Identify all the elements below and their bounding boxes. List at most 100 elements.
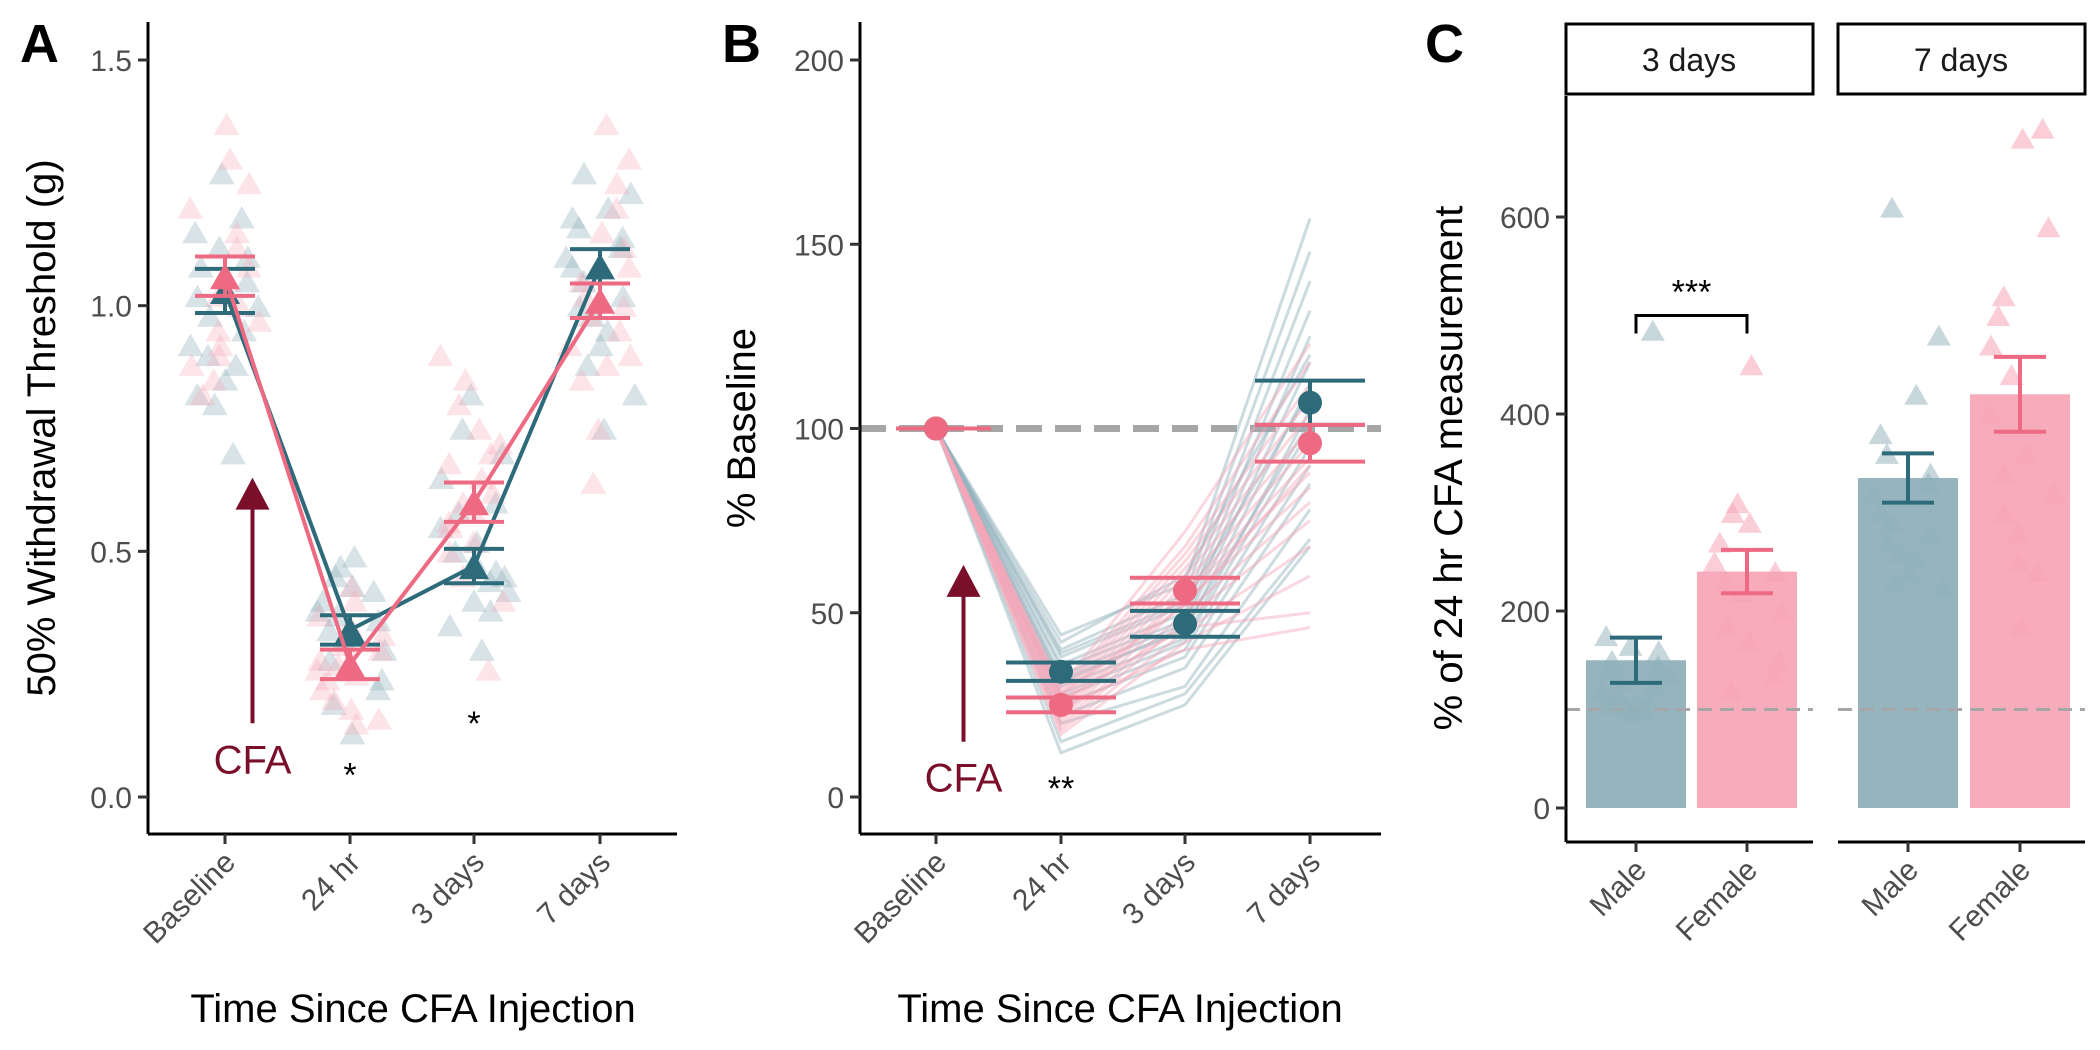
male-point	[457, 382, 484, 406]
male-point	[590, 417, 617, 440]
male-point	[339, 721, 366, 745]
y-tick-label: 1.5	[90, 45, 132, 78]
male-individual-line	[934, 427, 1312, 744]
male-point	[436, 613, 463, 637]
female-mean-marker	[459, 489, 489, 516]
male-point	[187, 255, 214, 278]
female-point	[1714, 571, 1739, 592]
male-point	[495, 579, 522, 602]
cfa-label: CFA	[925, 757, 1003, 801]
male-point	[371, 638, 398, 661]
panel-a-y-axis-title: 50% Withdrawal Threshold (g)	[20, 159, 64, 696]
male-point	[477, 598, 504, 622]
female-point	[320, 687, 347, 711]
male-point	[341, 544, 368, 568]
significance-label: *	[343, 756, 356, 794]
facet-strip-label-3-days: 3 days	[1642, 42, 1736, 78]
female-point	[236, 171, 263, 195]
panel-b-x-ticks: Baseline 24 hr 3 days 7 days	[848, 834, 1327, 950]
female-point	[594, 353, 621, 376]
male-point	[1926, 324, 1951, 346]
female-point	[1991, 285, 2016, 307]
male-point	[587, 333, 614, 357]
panel-letter-b: B	[722, 14, 761, 74]
male-mean-marker	[459, 553, 489, 580]
x-tick-label: 24 hr	[295, 846, 367, 918]
female-point	[446, 392, 473, 416]
male-mean-marker	[1049, 659, 1073, 684]
male-point	[449, 417, 476, 440]
male-point	[322, 564, 349, 588]
female-point	[343, 711, 370, 735]
female-point	[206, 343, 233, 367]
female-point	[2014, 442, 2039, 464]
male-individual-line	[934, 354, 1312, 645]
female-point	[2006, 521, 2031, 543]
female-individual-line	[934, 383, 1312, 697]
panel-a-y-ticks: 0.0 0.5 1.0 1.5	[90, 45, 148, 815]
male-point	[621, 382, 648, 406]
male-point	[316, 618, 343, 642]
female-point	[580, 471, 607, 494]
female-point	[611, 235, 638, 259]
male-point	[1589, 679, 1614, 701]
male-individual-line	[934, 427, 1312, 726]
male-point	[182, 220, 209, 244]
y-tick-label: 400	[1500, 399, 1550, 432]
female-point	[235, 255, 262, 278]
male-point	[442, 540, 469, 563]
female-point	[207, 333, 234, 357]
panel-b: B CFA ** 0 50 100 150 200 Baseline 24 hr 3 days…	[720, 14, 1381, 1031]
female-point	[2036, 216, 2061, 238]
cfa-arrow-head	[235, 477, 270, 510]
male-mean-marker	[1298, 390, 1322, 415]
female-mean-marker	[924, 416, 948, 441]
male-mean-marker	[1173, 611, 1197, 636]
female-point	[585, 417, 612, 440]
male-point	[565, 215, 592, 239]
male-point	[559, 255, 586, 278]
male-individual-line	[934, 217, 1312, 637]
male-point	[460, 589, 487, 612]
male-point	[212, 368, 239, 391]
significance-bracket	[1634, 314, 1749, 334]
female-point	[1763, 561, 1788, 583]
male-point	[1862, 482, 1887, 504]
female-point	[1720, 502, 1745, 523]
male-point	[368, 667, 395, 691]
x-tick-label: Female	[1670, 854, 1764, 948]
female-point	[178, 353, 205, 376]
female-point	[338, 574, 365, 598]
female-point	[200, 368, 227, 391]
male-individual-line	[934, 420, 1312, 685]
female-point	[477, 441, 504, 465]
male-point	[228, 205, 255, 229]
female-point	[308, 677, 335, 701]
y-tick-label: 200	[794, 45, 844, 78]
panel-a-x-ticks: Baseline 24 hr 3 days 7 days	[137, 834, 617, 950]
female-mean-marker	[1298, 431, 1322, 456]
female-point	[1737, 511, 1762, 533]
female-point	[1977, 403, 2002, 425]
female-mean-marker	[1173, 578, 1197, 603]
male-mean-marker	[585, 253, 615, 280]
female-point	[572, 284, 599, 308]
male-point	[208, 161, 235, 185]
female-point	[2025, 561, 2050, 583]
male-point	[339, 574, 366, 598]
female-individual-line	[934, 427, 1312, 712]
y-tick-label: 600	[1500, 202, 1550, 235]
male-individual-line	[934, 427, 1312, 696]
male-point	[566, 294, 593, 317]
female-individual-line	[934, 427, 1311, 734]
male-point	[1875, 531, 1900, 553]
male-point	[220, 441, 247, 465]
female-point	[606, 318, 633, 342]
y-tick-label: 50	[811, 598, 844, 631]
female-point	[189, 382, 216, 406]
male-point	[1930, 575, 1955, 597]
cfa-label: CFA	[214, 738, 292, 782]
panel-b-foreground: CFA **	[860, 217, 1381, 808]
female-point	[1762, 664, 1787, 686]
female-individual-line	[934, 398, 1312, 701]
